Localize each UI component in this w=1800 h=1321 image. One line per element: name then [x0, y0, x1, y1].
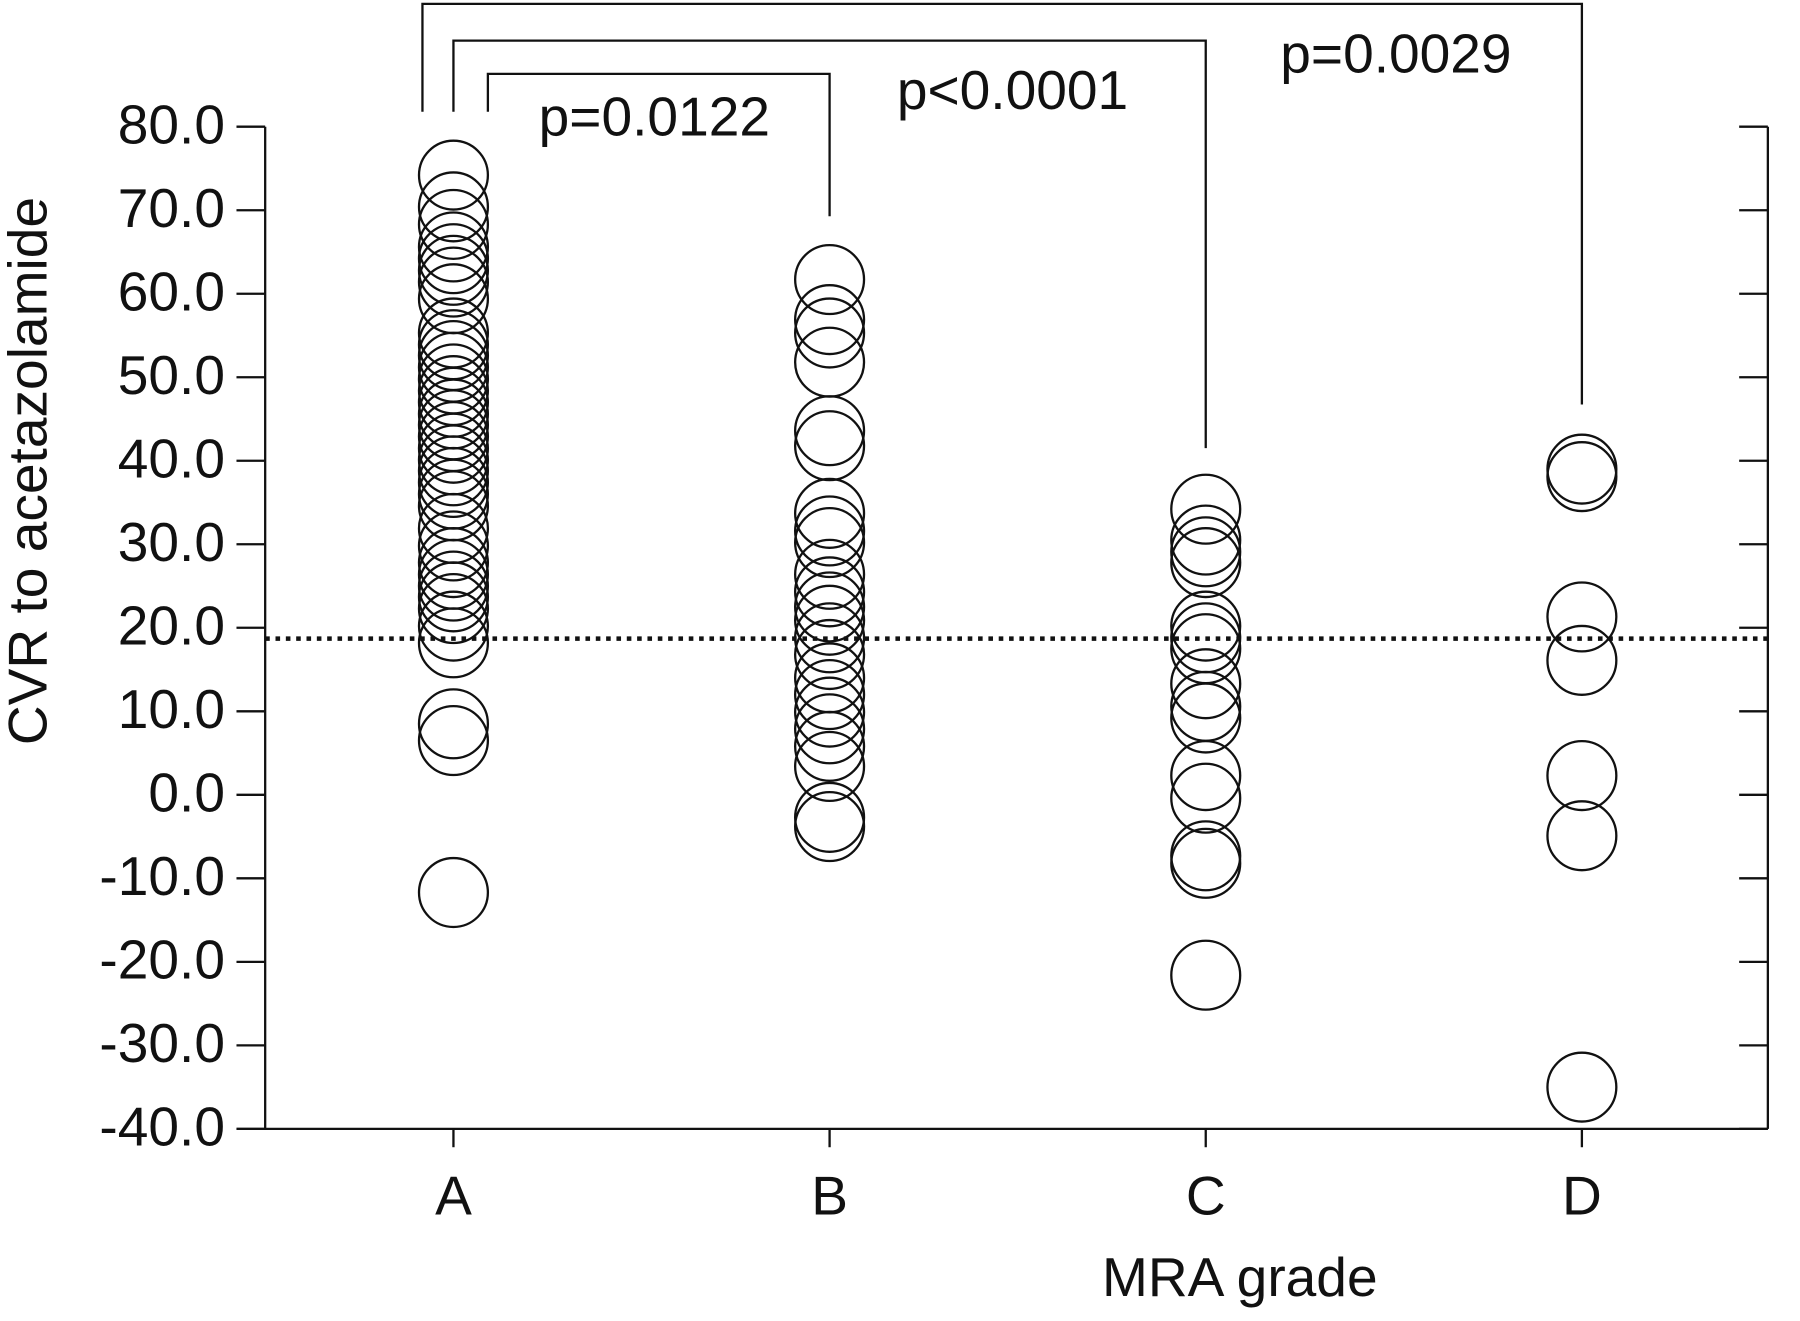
data-point	[794, 730, 866, 803]
data-point	[794, 243, 866, 316]
data-point	[417, 510, 490, 582]
y-tick-label: -30.0	[99, 1012, 225, 1074]
data-point	[794, 538, 866, 610]
y-axis-label: CVR to acetazolamide	[0, 197, 59, 745]
data-point	[1546, 800, 1618, 872]
y-tick-label: 70.0	[118, 177, 225, 239]
x-tick-label: A	[435, 1165, 472, 1227]
data-point	[417, 572, 490, 645]
y-tick-label: 60.0	[118, 261, 225, 323]
data-point	[794, 395, 866, 467]
data-point	[417, 223, 490, 295]
data-point	[417, 188, 490, 260]
data-point	[417, 171, 490, 243]
data-point	[417, 211, 490, 283]
data-point	[794, 584, 866, 656]
x-tick-label: B	[811, 1165, 848, 1227]
data-point	[1170, 648, 1242, 720]
data-point	[417, 446, 490, 519]
data-point	[417, 590, 490, 662]
data-point	[1546, 624, 1618, 696]
y-tick-label: 50.0	[118, 344, 225, 406]
data-point	[794, 659, 866, 731]
data-point	[1170, 939, 1242, 1011]
data-point	[1546, 581, 1618, 653]
data-point	[417, 688, 490, 760]
data-point	[1170, 473, 1242, 545]
data-point	[417, 246, 490, 318]
data-point	[794, 284, 866, 356]
comparison-bracket	[452, 39, 1207, 449]
y-tick-label: 20.0	[118, 595, 225, 657]
y-tick-label: -20.0	[99, 929, 225, 991]
data-point	[1170, 527, 1242, 599]
comparison-bracket	[421, 2, 1584, 405]
p-value-label: p<0.0001	[897, 59, 1128, 121]
data-point	[1170, 682, 1242, 754]
y-tick-label: 0.0	[148, 762, 225, 824]
data-point	[794, 297, 866, 369]
x-axis-label: MRA grade	[1102, 1246, 1378, 1308]
data-point	[417, 412, 490, 484]
data-point	[417, 527, 490, 599]
x-tick-label: D	[1562, 1165, 1602, 1227]
data-point	[417, 550, 490, 622]
data-point	[1170, 590, 1242, 662]
data-point	[417, 704, 490, 777]
data-point	[1170, 516, 1242, 588]
data-point	[1170, 762, 1242, 834]
data-point	[417, 856, 490, 929]
data-point	[794, 477, 866, 549]
data-point	[1546, 433, 1618, 505]
y-tick-label: -40.0	[99, 1096, 225, 1158]
data-point	[794, 507, 866, 579]
data-point	[1170, 827, 1242, 899]
data-point	[794, 781, 866, 853]
data-point	[1170, 504, 1242, 576]
data-point	[1170, 740, 1242, 812]
y-tick-label: 80.0	[118, 94, 225, 156]
y-tick-label: 40.0	[118, 428, 225, 490]
p-value-label: p=0.0122	[539, 86, 770, 148]
data-point	[794, 556, 866, 628]
data-point	[417, 234, 490, 306]
data-point	[417, 435, 490, 507]
data-point	[794, 676, 866, 748]
y-tick-label: -10.0	[99, 845, 225, 907]
y-tick-label: 30.0	[118, 511, 225, 573]
data-point	[794, 326, 866, 398]
p-value-label: p=0.0029	[1280, 22, 1511, 84]
data-point	[794, 693, 866, 765]
comparison-bracket	[486, 72, 831, 217]
data-point	[794, 790, 866, 863]
data-point	[417, 561, 490, 633]
data-point	[794, 618, 866, 691]
data-point	[794, 710, 866, 782]
data-point	[1546, 1051, 1618, 1123]
data-point	[1546, 740, 1618, 812]
data-point	[794, 410, 866, 482]
data-point	[794, 571, 866, 643]
data-point	[1546, 441, 1618, 513]
y-tick-label: 10.0	[118, 678, 225, 740]
data-point	[417, 607, 490, 679]
data-point	[794, 495, 866, 567]
data-point	[417, 139, 490, 211]
x-tick-label: C	[1186, 1165, 1226, 1227]
